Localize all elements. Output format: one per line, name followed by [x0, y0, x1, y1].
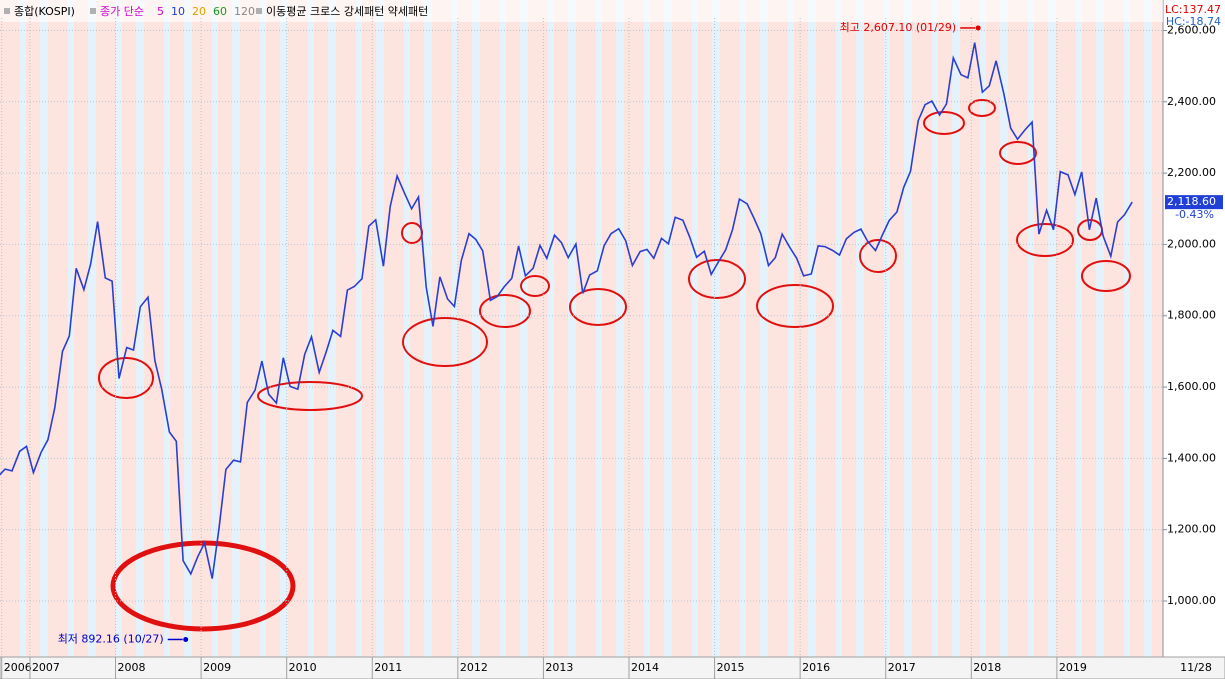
legend-icon: [256, 8, 262, 14]
legend-icon: [90, 8, 96, 14]
y-tick-label: 1,400.00: [1167, 451, 1216, 464]
x-tick-label: 2018: [973, 661, 1001, 674]
ma-period: 20: [192, 5, 206, 18]
legend-icon: [4, 8, 10, 14]
x-tick-label: 2007: [32, 661, 60, 674]
x-tick-label: 2012: [460, 661, 488, 674]
ma-period: 5: [157, 5, 164, 18]
x-tick-label: 2009: [203, 661, 231, 674]
y-tick-label: 2,400.00: [1167, 95, 1216, 108]
y-tick-label: 2,600.00: [1167, 23, 1216, 36]
axis-panel: [1163, 0, 1225, 679]
y-tick-label: 2,200.00: [1167, 166, 1216, 179]
x-tick-label: 2010: [289, 661, 317, 674]
x-tick-label: 2006: [4, 661, 32, 674]
ma-period: 60: [213, 5, 227, 18]
annotation-label: 최고 2,607.10 (01/29): [840, 21, 957, 34]
extreme-point: [975, 25, 981, 31]
y-tick-label: 1,000.00: [1167, 594, 1216, 607]
corner-label: HC:-18.74: [1166, 15, 1221, 28]
y-tick-label: 1,800.00: [1167, 309, 1216, 322]
corner-label: LC:137.47: [1165, 3, 1221, 16]
x-tick-label: 2019: [1059, 661, 1087, 674]
annotation-label: 최저 892.16 (10/27): [58, 632, 164, 645]
header-bar: [0, 0, 1163, 22]
x-tick-label: 2008: [118, 661, 146, 674]
y-tick-label: 2,000.00: [1167, 237, 1216, 250]
y-tick-label: 1,200.00: [1167, 523, 1216, 536]
chart-title: 종합(KOSPI): [14, 5, 75, 18]
extreme-point: [183, 636, 189, 642]
last-price-tag: [1165, 195, 1223, 210]
end-date-label: 11/28: [1180, 661, 1212, 674]
x-tick-label: 2011: [374, 661, 402, 674]
legend-label: 종가 단순: [100, 5, 144, 18]
ma-period: 120: [234, 5, 255, 18]
x-tick-label: 2015: [717, 661, 745, 674]
last-price: 2,118.60: [1167, 195, 1216, 208]
plot-background: [0, 0, 1163, 657]
y-tick-label: 1,600.00: [1167, 380, 1216, 393]
x-tick-label: 2014: [631, 661, 659, 674]
x-tick-label: 2013: [545, 661, 573, 674]
price-line: [0, 42, 1133, 579]
last-change: -0.43%: [1175, 208, 1214, 221]
x-tick-label: 2017: [888, 661, 916, 674]
pattern-circles: [98, 99, 1131, 632]
x-tick-label: 2016: [802, 661, 830, 674]
x-axis-panel: [0, 656, 1225, 679]
pattern-label: 이동평균 크로스 강세패턴 약세패턴: [266, 4, 428, 18]
ma-period: 10: [171, 5, 185, 18]
